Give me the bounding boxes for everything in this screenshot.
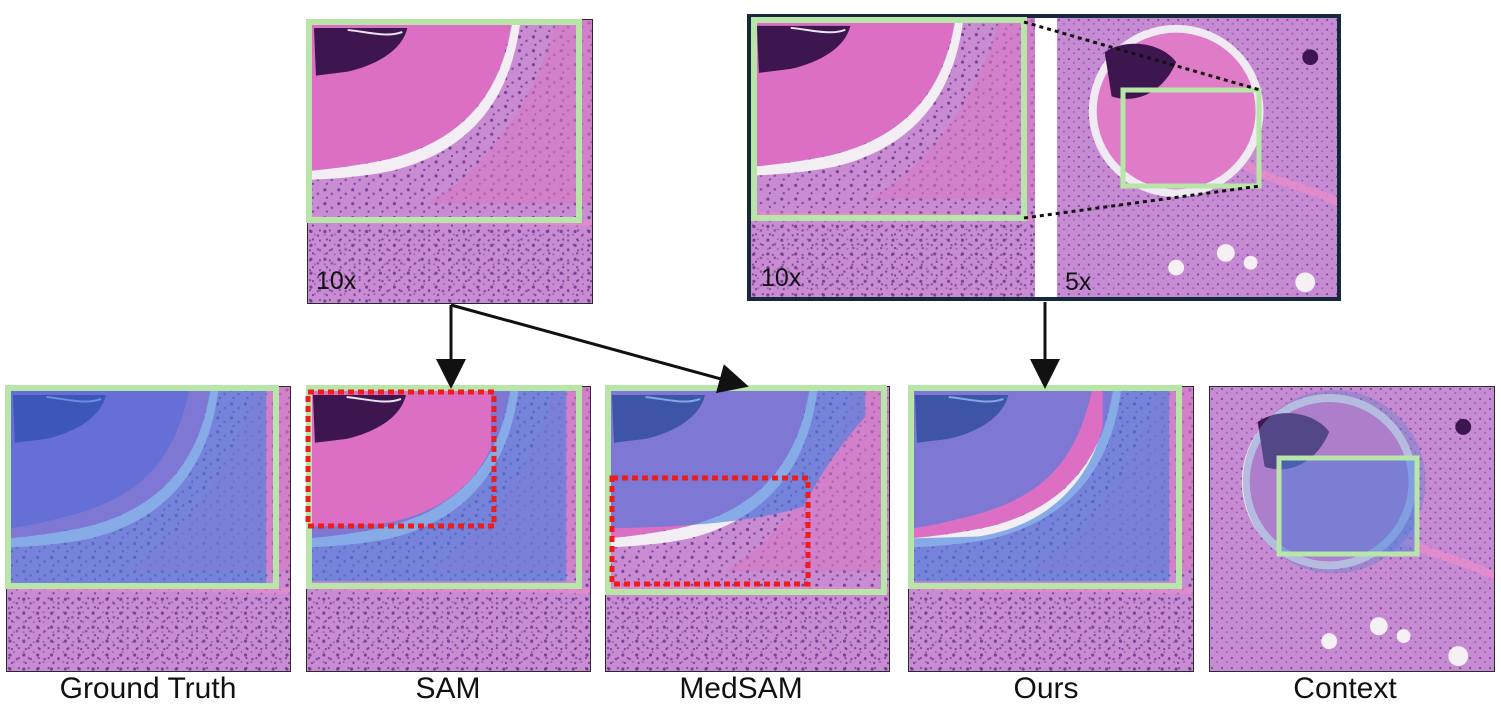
caption-ours: Ours [1013, 672, 1079, 705]
tissue-image [307, 387, 590, 671]
caption-ground-truth: Ground Truth [59, 672, 237, 705]
sam-panel [306, 386, 591, 672]
caption-context: Context [1293, 672, 1397, 705]
caption-medsam: MedSAM [679, 672, 803, 705]
tissue-image [7, 387, 290, 671]
tissue-image [909, 387, 1193, 671]
input-image-10x-right: 10x [751, 18, 1035, 297]
context-panel [1209, 386, 1495, 672]
caption-sam: SAM [415, 672, 481, 705]
tissue-image [1057, 18, 1341, 297]
divider [1035, 18, 1057, 297]
flow-arrow [450, 303, 749, 394]
ground-truth-panel [6, 386, 291, 672]
input-image-5x: 5x [1057, 18, 1341, 297]
tissue-image [308, 20, 592, 303]
tissue-image [751, 18, 1035, 297]
input-image-10x: 10x [307, 19, 593, 304]
tissue-image [1210, 387, 1494, 671]
ours-panel [908, 386, 1194, 672]
medsam-panel [605, 386, 890, 672]
magnification-label: 10x [316, 267, 357, 295]
tissue-image [606, 387, 889, 671]
magnification-label: 10x [761, 264, 802, 292]
multi-scale-input: 10x 5x [747, 14, 1341, 301]
magnification-label: 5x [1065, 268, 1092, 296]
